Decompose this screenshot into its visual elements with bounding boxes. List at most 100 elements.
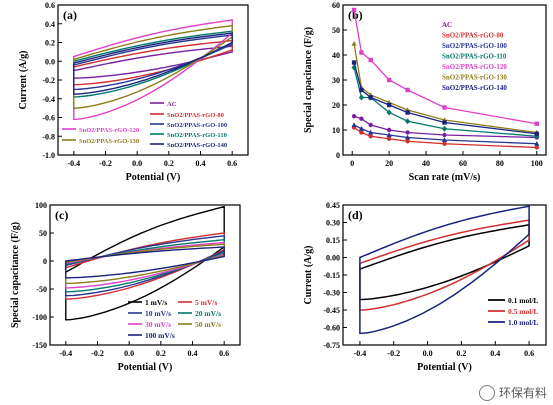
y-tick-label: 0.4 bbox=[45, 20, 55, 29]
legend-label: 20 mV/s bbox=[195, 309, 221, 318]
legend-label: SnO2/PPAS-rGO-80 bbox=[167, 112, 224, 119]
y-tick-label: 10 bbox=[332, 126, 340, 135]
data-point bbox=[405, 130, 410, 135]
x-tick-label: 40 bbox=[422, 159, 430, 168]
y-tick-label: 50 bbox=[39, 229, 47, 238]
data-point bbox=[386, 136, 392, 141]
legend-label: 0.5 mol/L bbox=[508, 307, 538, 316]
data-point bbox=[358, 94, 365, 101]
y-tick-label: 0.45 bbox=[326, 201, 340, 210]
legend-label: AC bbox=[442, 21, 452, 29]
series-line bbox=[73, 45, 233, 79]
y-tick-label: 0.30 bbox=[326, 219, 340, 228]
series-line bbox=[73, 34, 233, 91]
data-point bbox=[359, 130, 364, 135]
panel-label: (c) bbox=[55, 208, 68, 222]
x-tick-label: 0.6 bbox=[219, 349, 229, 358]
y-axis-label: Current (A/g) bbox=[18, 51, 29, 110]
data-point bbox=[359, 116, 364, 121]
y-tick-label: 0.0 bbox=[45, 57, 55, 66]
x-tick-label: 0.4 bbox=[490, 349, 500, 358]
legend-label: 1 mV/s bbox=[145, 298, 167, 307]
y-tick-label: -0.60 bbox=[323, 324, 340, 333]
x-tick-label: 80 bbox=[496, 159, 504, 168]
x-tick-label: -0.2 bbox=[387, 349, 400, 358]
y-tick-label: -0.15 bbox=[323, 271, 340, 280]
y-tick-label: 40 bbox=[332, 51, 340, 60]
y-tick-label: 0.2 bbox=[45, 39, 55, 48]
legend-label: SnO2/PPAS-rGO-140 bbox=[442, 84, 507, 92]
data-point bbox=[405, 87, 410, 93]
y-tick-label: -100 bbox=[32, 313, 47, 322]
legend-label: 0.1 mol/L bbox=[508, 296, 538, 305]
data-point bbox=[386, 127, 392, 133]
data-point bbox=[368, 95, 373, 100]
legend-label: 5 mV/s bbox=[195, 298, 217, 307]
series-line bbox=[65, 232, 225, 300]
legend-label: SnO2/PPAS-rGO-120 bbox=[442, 63, 507, 71]
y-tick-label: -1.0 bbox=[42, 151, 55, 160]
x-axis-label: Potential (V) bbox=[126, 172, 181, 183]
legend-label: SnO2/PPAS-rGO-80 bbox=[442, 32, 504, 40]
panel-c: -0.4 -0.2 0.0 0.2 0.4 0.6 -150 -100 -50 0 50 100 Pot… bbox=[10, 201, 241, 373]
legend-label: SnO2/PPAS-rGO-110 bbox=[442, 53, 507, 61]
panel-label: (d) bbox=[348, 208, 363, 222]
data-point bbox=[351, 40, 357, 46]
y-axis-label: Special capacitance (F/g) bbox=[303, 27, 314, 133]
x-tick-label: 0.2 bbox=[156, 349, 166, 358]
data-point bbox=[442, 105, 447, 110]
x-tick-label: 0.0 bbox=[423, 349, 433, 358]
legend-label: SnO2/PPAS-rGO-120 bbox=[79, 127, 139, 134]
x-tick-label: 20 bbox=[385, 159, 393, 168]
watermark-logo-icon bbox=[478, 384, 495, 401]
legend-label: 10 mV/s bbox=[145, 309, 171, 318]
data-point bbox=[351, 7, 357, 13]
legend-label: SnO2/PPAS-rGO-140 bbox=[167, 142, 227, 149]
data-point bbox=[359, 50, 364, 55]
series-line bbox=[359, 219, 530, 311]
data-point bbox=[359, 87, 364, 93]
y-tick-label: 20 bbox=[332, 101, 340, 110]
data-point bbox=[368, 57, 373, 63]
series-line bbox=[73, 32, 233, 95]
panel-a: -0.4 -0.2 0.0 0.2 0.4 0.6 -1.0 -0.8 -0.6 -0.4 -0.2… bbox=[18, 1, 249, 183]
x-tick-label: 0.4 bbox=[188, 349, 198, 358]
data-point bbox=[368, 122, 373, 128]
data-point bbox=[386, 132, 392, 137]
y-tick-label: -0.4 bbox=[42, 95, 55, 104]
data-point bbox=[351, 60, 357, 65]
legend-label: 1.0 mol/L bbox=[508, 318, 538, 327]
data-point bbox=[442, 141, 447, 146]
y-tick-label: -0.75 bbox=[323, 341, 340, 350]
data-point bbox=[386, 77, 392, 83]
panel-label: (a) bbox=[63, 8, 77, 22]
plot-frame bbox=[49, 204, 241, 346]
x-tick-label: 60 bbox=[459, 159, 467, 168]
y-tick-label: -50 bbox=[36, 285, 47, 294]
y-tick-label: -0.6 bbox=[42, 114, 55, 123]
data-point bbox=[368, 134, 373, 139]
x-tick-label: 0.6 bbox=[524, 349, 534, 358]
legend-label: SnO2/PPAS-rGO-110 bbox=[167, 132, 227, 139]
data-point bbox=[405, 139, 410, 144]
data-point bbox=[351, 64, 357, 71]
panel-b: 0 20 40 60 80 100 0 10 20 30 40 50 60 Scan rate (mV/s… bbox=[303, 1, 547, 183]
watermark: 环保有料 bbox=[478, 384, 547, 401]
x-tick-label: 0.4 bbox=[196, 159, 206, 168]
y-axis-label: Special capacitance (F/g) bbox=[10, 222, 21, 328]
x-tick-label: -0.4 bbox=[67, 159, 80, 168]
legend-label: 100 mV/s bbox=[145, 331, 175, 340]
data-point bbox=[534, 131, 539, 136]
legend-label: AC bbox=[167, 101, 177, 108]
data-point bbox=[534, 121, 539, 126]
y-tick-label: 60 bbox=[332, 1, 340, 10]
y-tick-label: 0 bbox=[336, 151, 340, 160]
x-tick-label: 0.6 bbox=[227, 159, 237, 168]
x-tick-label: -0.2 bbox=[99, 159, 112, 168]
data-point bbox=[358, 125, 365, 131]
data-point bbox=[442, 132, 447, 138]
x-tick-label: 0 bbox=[350, 159, 354, 168]
y-tick-label: 100 bbox=[35, 201, 47, 210]
series-line bbox=[65, 246, 225, 279]
legend-label: SnO2/PPAS-rGO-100 bbox=[167, 122, 227, 129]
